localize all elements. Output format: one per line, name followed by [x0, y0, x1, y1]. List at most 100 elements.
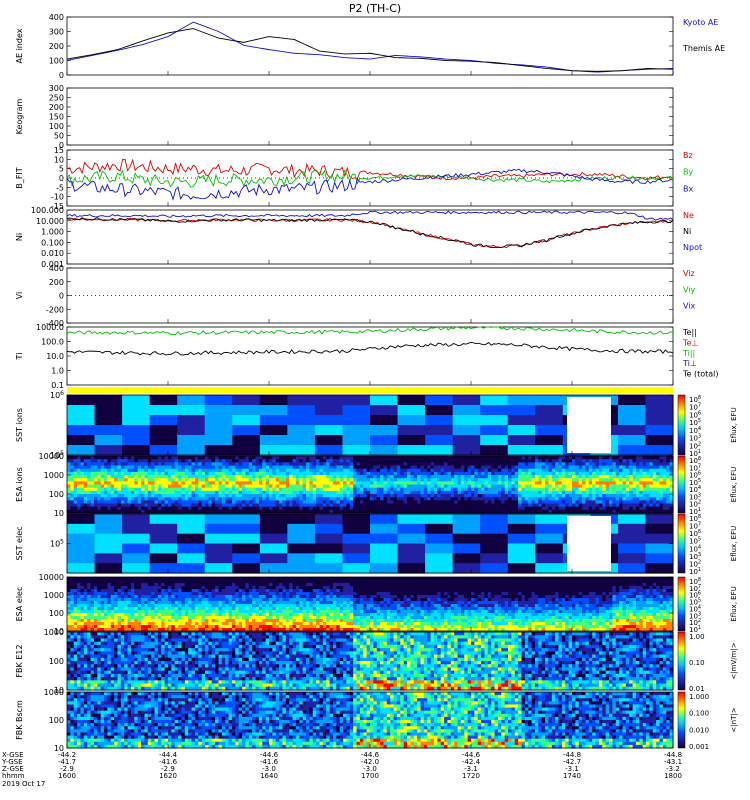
heatmap-cell: [282, 490, 287, 495]
heatmap-cell: [528, 506, 533, 511]
heatmap-cell: [645, 514, 674, 525]
heatmap-cell: [130, 595, 135, 599]
heatmap-cell: [481, 497, 486, 501]
heatmap-cell: [171, 625, 176, 629]
heatmap-cell: [265, 500, 270, 505]
heatmap-cell: [279, 619, 284, 623]
heatmap-cell: [397, 553, 426, 564]
heatmap-cell: [164, 628, 169, 632]
heatmap-cell: [477, 475, 482, 479]
heatmap-cell: [617, 553, 647, 564]
heatmap-cell: [130, 497, 135, 501]
heatmap-cell: [312, 503, 317, 508]
heatmap-cell: [292, 497, 297, 501]
heatmap-cell: [612, 506, 617, 511]
heatmap-cell: [275, 468, 280, 473]
heatmap-cell: [275, 586, 280, 590]
heatmap-cell: [518, 503, 523, 508]
heatmap-cell: [497, 497, 502, 501]
heatmap-cell: [184, 589, 189, 593]
heatmap-cell: [262, 598, 267, 602]
heatmap-cell: [474, 468, 479, 473]
heatmap-cell: [201, 604, 206, 608]
heatmap-cell: [248, 490, 253, 495]
heatmap-cell: [184, 625, 189, 629]
heatmap-cell: [93, 625, 98, 629]
heatmap-cell: [669, 481, 674, 486]
heatmap-cell: [228, 601, 233, 605]
heatmap-cell: [97, 490, 102, 495]
heatmap-cell: [67, 468, 71, 473]
heatmap-cell: [632, 459, 637, 463]
heatmap-cell: [588, 484, 593, 489]
heatmap-cell: [555, 509, 560, 514]
heatmap-cell: [397, 543, 426, 554]
heatmap-cell: [423, 475, 428, 479]
heatmap-cell: [67, 563, 96, 574]
heatmap-cell: [474, 478, 479, 482]
heatmap-cell: [258, 589, 263, 593]
heatmap-cell: [90, 613, 95, 617]
heatmap-cell: [188, 625, 193, 629]
heatmap-cell: [208, 592, 213, 596]
y-tick-label: 1000: [44, 471, 64, 480]
heatmap-cell: [292, 583, 297, 587]
heatmap-cell: [491, 475, 496, 479]
heatmap-cell: [265, 583, 270, 587]
heatmap-cell: [211, 494, 216, 498]
heatmap-cell: [127, 580, 132, 584]
series-line-Te (total): [66, 342, 674, 356]
heatmap-cell: [248, 468, 253, 473]
heatmap-cell: [588, 475, 593, 479]
heatmap-cell: [205, 625, 209, 629]
heatmap-cell: [615, 481, 620, 486]
heatmap-cell: [339, 487, 344, 492]
heatmap-cell: [161, 601, 166, 605]
heatmap-cell: [238, 494, 243, 498]
heatmap-cell: [141, 506, 146, 511]
heatmap-cell: [93, 616, 98, 620]
heatmap-cell: [188, 610, 193, 614]
heatmap-cell: [265, 471, 270, 476]
heatmap-cell: [90, 616, 95, 620]
heatmap-cell: [147, 471, 152, 476]
heatmap-cell: [649, 478, 654, 482]
heatmap-cell: [80, 497, 85, 501]
heatmap-cell: [450, 456, 455, 460]
heatmap-cell: [275, 487, 280, 492]
heatmap-cell: [575, 456, 580, 460]
heatmap-cell: [314, 563, 344, 574]
heatmap-cell: [191, 506, 196, 511]
heatmap-cell: [201, 481, 206, 486]
heatmap-cell: [191, 497, 196, 501]
heatmap-cell: [413, 456, 418, 460]
heatmap-cell: [622, 487, 627, 492]
heatmap-cell: [161, 592, 166, 596]
heatmap-cell: [258, 616, 263, 620]
heatmap-cell: [598, 484, 603, 489]
heatmap-cell: [514, 500, 519, 505]
heatmap-cell: [481, 506, 486, 511]
heatmap-cell: [592, 497, 597, 501]
y-tick-label: 100: [49, 122, 64, 131]
heatmap-cell: [77, 500, 82, 505]
heatmap-cell: [528, 478, 533, 482]
heatmap-cell: [370, 484, 374, 489]
heatmap-cell: [157, 475, 162, 479]
heatmap-cell: [380, 478, 385, 482]
heatmap-cell: [511, 509, 516, 514]
heatmap-cell: [292, 471, 297, 476]
heatmap-cell: [397, 425, 426, 436]
heatmap-cell: [555, 465, 560, 470]
heatmap-cell: [215, 628, 220, 632]
y-tick-label: 100.0: [41, 338, 64, 347]
heatmap-cell: [238, 601, 243, 605]
heatmap-cell: [90, 468, 95, 473]
heatmap-cell: [343, 459, 348, 463]
heatmap-cell: [575, 497, 580, 501]
heatmap-cell: [403, 484, 408, 489]
heatmap-cell: [302, 475, 307, 479]
heatmap-cell: [231, 601, 236, 605]
heatmap-cell: [349, 475, 354, 479]
heatmap-cell: [457, 494, 462, 498]
